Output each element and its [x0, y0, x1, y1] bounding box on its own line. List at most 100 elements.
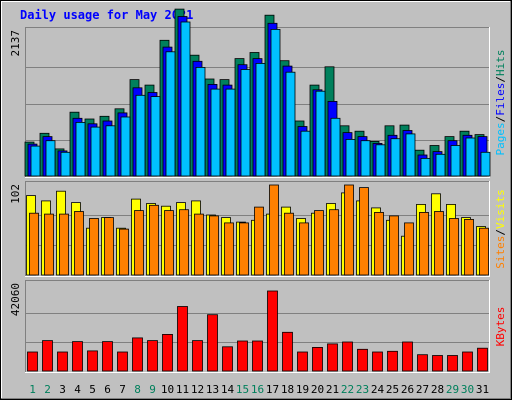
bar-hits-pages-23 — [360, 140, 371, 177]
bar-hits-pages-7 — [120, 116, 131, 177]
bar-hits-pages-8 — [135, 94, 146, 177]
bar-kbytes-kbytes-12 — [192, 340, 203, 372]
bar-hits-pages-29 — [450, 145, 461, 177]
bar-hits-pages-5 — [90, 126, 101, 177]
bar-visits-sites-23 — [359, 187, 369, 276]
bar-kbytes-kbytes-4 — [72, 341, 83, 372]
bar-visits-sites-10 — [164, 210, 174, 276]
chart-panels: 2137Pages/Files/Hits102Sites/Visits42060… — [9, 8, 507, 373]
bar-hits-pages-16 — [255, 63, 266, 177]
bar-visits-sites-24 — [374, 211, 384, 276]
bar-visits-sites-16 — [254, 206, 264, 276]
bar-hits-pages-12 — [195, 67, 206, 177]
bar-kbytes-kbytes-27 — [417, 354, 428, 372]
bar-hits-pages-21 — [330, 117, 341, 177]
x-tick-label-26: 26 — [401, 383, 414, 396]
bar-visits-sites-30 — [464, 218, 474, 276]
y-max-label-kbytes: 42060 — [9, 283, 22, 316]
bar-kbytes-kbytes-21 — [327, 343, 338, 372]
bar-visits-sites-15 — [239, 222, 249, 276]
bar-visits-sites-20 — [314, 210, 324, 276]
bar-kbytes-kbytes-15 — [237, 340, 248, 372]
legend-pages: Pages — [494, 122, 507, 155]
series-sites — [29, 184, 489, 276]
panel-hits: 2137 Pages/Files/Hits — [9, 8, 507, 178]
x-tick-label-20: 20 — [311, 383, 324, 396]
bar-kbytes-kbytes-22 — [342, 341, 353, 372]
bar-visits-sites-12 — [194, 213, 204, 276]
series-kbytes — [27, 290, 488, 372]
x-tick-label-18: 18 — [281, 383, 294, 396]
bar-kbytes-kbytes-13 — [207, 314, 218, 372]
bar-visits-sites-14 — [224, 222, 234, 276]
x-tick-label-29: 29 — [446, 383, 459, 396]
bar-kbytes-kbytes-8 — [132, 337, 143, 372]
x-tick-label-23: 23 — [356, 383, 369, 396]
bar-kbytes-kbytes-17 — [267, 290, 278, 372]
y-series-label-hits: Pages/Files/Hits — [494, 50, 507, 156]
x-tick-label-14: 14 — [221, 383, 235, 396]
bar-visits-sites-17 — [269, 184, 279, 276]
x-tick-label-7: 7 — [119, 383, 126, 396]
x-tick-label-21: 21 — [326, 383, 339, 396]
bar-visits-sites-1 — [29, 212, 39, 276]
bar-kbytes-kbytes-18 — [282, 331, 293, 372]
x-tick-label-30: 30 — [461, 383, 474, 396]
x-tick-label-22: 22 — [341, 383, 354, 396]
x-tick-label-1: 1 — [29, 383, 36, 396]
bar-kbytes-kbytes-7 — [117, 351, 128, 372]
bar-kbytes-kbytes-30 — [462, 351, 473, 372]
bar-visits-sites-8 — [134, 210, 144, 276]
y-max-label-hits: 2137 — [9, 30, 22, 57]
bar-kbytes-kbytes-24 — [372, 351, 383, 372]
bar-kbytes-kbytes-1 — [27, 351, 38, 372]
bar-visits-sites-25 — [389, 215, 399, 276]
bar-kbytes-kbytes-31 — [477, 347, 488, 372]
bar-hits-pages-10 — [165, 51, 176, 177]
bar-kbytes-kbytes-28 — [432, 355, 443, 372]
bar-kbytes-kbytes-16 — [252, 340, 263, 372]
bar-visits-sites-19 — [299, 222, 309, 276]
bar-hits-pages-3 — [60, 151, 71, 177]
bar-hits-pages-2 — [45, 140, 56, 177]
bar-hits-pages-31 — [480, 151, 491, 177]
x-tick-label-19: 19 — [296, 383, 309, 396]
x-axis-labels: 1 2 3 4 5 6 7 8 9 10 11 12 13 14 15 16 17 18 19 20 21 22 23 24 2… — [29, 383, 489, 396]
chart-title: Daily usage for May 2021 — [20, 8, 193, 22]
legend-kbytes: KBytes — [494, 307, 507, 347]
y-series-label-kbytes: KBytes — [494, 307, 507, 347]
x-tick-label-12: 12 — [191, 383, 204, 396]
bar-kbytes-kbytes-20 — [312, 346, 323, 372]
bar-hits-pages-1 — [30, 145, 41, 177]
bar-visits-sites-3 — [59, 213, 69, 276]
bar-hits-pages-20 — [315, 90, 326, 177]
bar-visits-sites-31 — [479, 227, 489, 276]
x-tick-label-11: 11 — [176, 383, 189, 396]
bar-visits-sites-27 — [419, 211, 429, 276]
bar-hits-pages-15 — [240, 69, 251, 177]
panel-kbytes: 42060 KBytes — [9, 280, 507, 373]
x-tick-label-28: 28 — [431, 383, 444, 396]
bar-kbytes-kbytes-2 — [42, 340, 53, 372]
x-tick-label-13: 13 — [206, 383, 219, 396]
bar-visits-sites-13 — [209, 215, 219, 276]
x-tick-label-6: 6 — [104, 383, 111, 396]
bar-visits-sites-29 — [449, 218, 459, 276]
bar-visits-sites-6 — [104, 217, 114, 276]
bar-visits-sites-26 — [404, 222, 414, 276]
legend-sites: Sites — [494, 236, 507, 269]
bar-kbytes-kbytes-9 — [147, 340, 158, 372]
bar-kbytes-kbytes-5 — [87, 350, 98, 372]
legend-separator: / — [494, 229, 507, 236]
x-tick-label-9: 9 — [149, 383, 156, 396]
bar-hits-pages-6 — [105, 125, 116, 177]
bar-hits-pages-26 — [405, 133, 416, 177]
x-tick-label-2: 2 — [44, 383, 51, 396]
panel-visits: 102 Sites/Visits — [9, 181, 507, 277]
bar-kbytes-kbytes-14 — [222, 346, 233, 372]
x-tick-label-27: 27 — [416, 383, 429, 396]
bar-hits-pages-25 — [390, 138, 401, 177]
bar-visits-sites-9 — [149, 204, 159, 276]
legend-files: Files — [494, 83, 507, 116]
